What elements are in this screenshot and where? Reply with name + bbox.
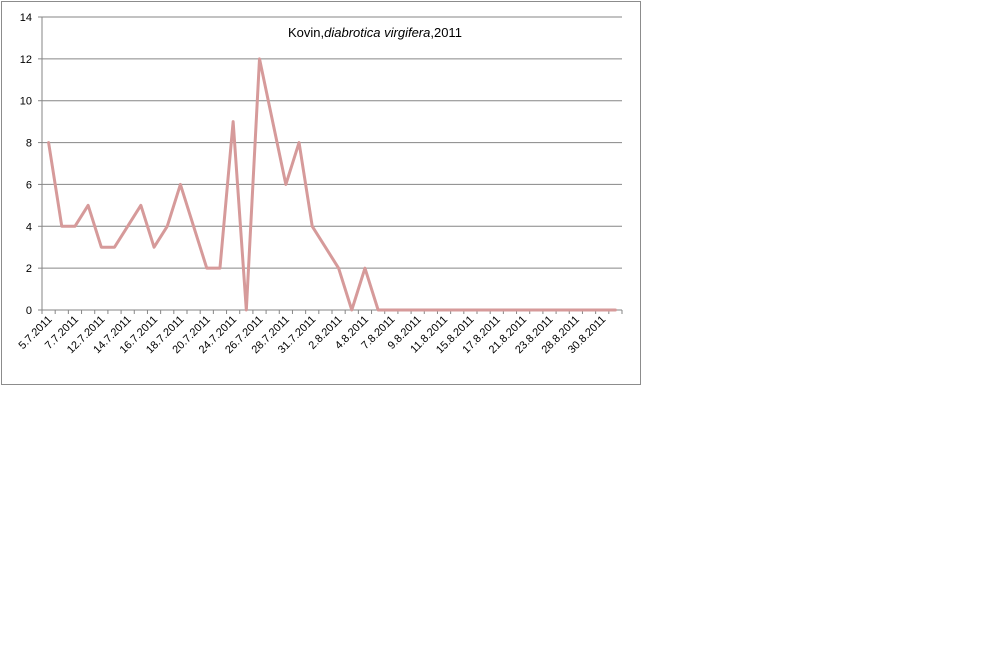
gridlines — [42, 16, 622, 269]
y-tick-label: 12 — [20, 54, 32, 66]
chart-frame: 0 2 4 6 8 10 12 14 5.7.2011 7.7.2011 12.7.2011 14.… — [1, 1, 641, 385]
y-tick-label: 4 — [26, 221, 32, 233]
title-suffix: ,2011 — [430, 25, 462, 40]
y-tick-label: 6 — [26, 179, 32, 191]
x-tick-labels: 5.7.20117.7.201112.7.201114.7.201116.7.2… — [17, 314, 609, 357]
y-tick-label: 0 — [26, 305, 32, 317]
series-line — [47, 57, 617, 312]
y-tick-label: 14 — [20, 12, 32, 24]
chart-title: Kovin,diabrotica virgifera,2011 — [288, 25, 462, 40]
series-layer — [47, 57, 617, 312]
line-chart: 0 2 4 6 8 10 12 14 5.7.20117.7.201112.7.201114.… — [17, 12, 623, 357]
y-tick-labels: 0 2 4 6 8 10 12 14 — [20, 12, 32, 317]
y-tick-label: 10 — [20, 96, 32, 108]
y-tick-label: 2 — [26, 263, 32, 275]
title-italic: diabrotica virgifera — [324, 25, 430, 40]
y-tick-label: 8 — [26, 138, 32, 150]
title-prefix: Kovin, — [288, 25, 324, 40]
axes — [38, 16, 623, 314]
